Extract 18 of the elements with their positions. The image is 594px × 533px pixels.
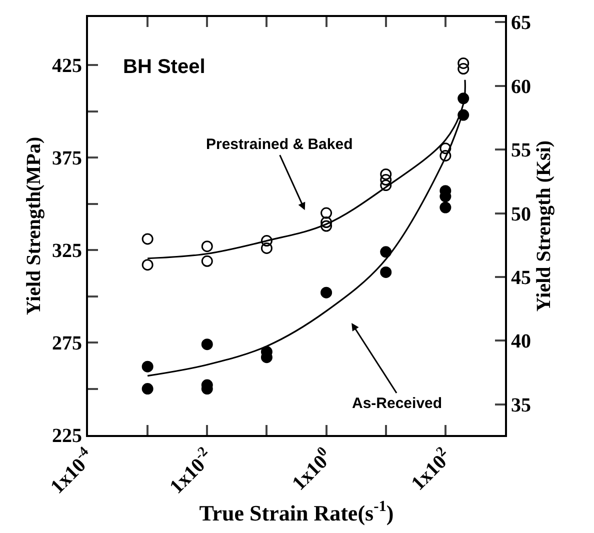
y-tick-label: 375 (52, 148, 82, 170)
x-axis-title: True Strain Rate(s$^{-1}$) (199, 498, 394, 526)
y2-tick-label: 60 (511, 76, 531, 98)
y2-tick-label: 65 (511, 12, 531, 34)
annotation: As-Received (352, 395, 442, 412)
y2-tick-label: 50 (511, 203, 531, 226)
y2-tick-label: 45 (511, 266, 531, 289)
y2-axis-title: Yield Strength (Ksi) (533, 140, 555, 312)
y-tick-label: 275 (52, 332, 82, 355)
y2-tick-label: 35 (511, 394, 531, 416)
y-tick-label: 425 (52, 55, 82, 78)
y-tick-label: 325 (52, 240, 82, 262)
y2-tick-label: 40 (511, 330, 531, 353)
annotation: BH Steel (123, 56, 206, 78)
y-tick-label: 225 (52, 425, 82, 447)
annotation: Prestrained & Baked (206, 136, 353, 153)
y2-tick-label: 55 (511, 140, 531, 162)
y-axis-title: Yield Strength(MPa) (23, 136, 45, 316)
